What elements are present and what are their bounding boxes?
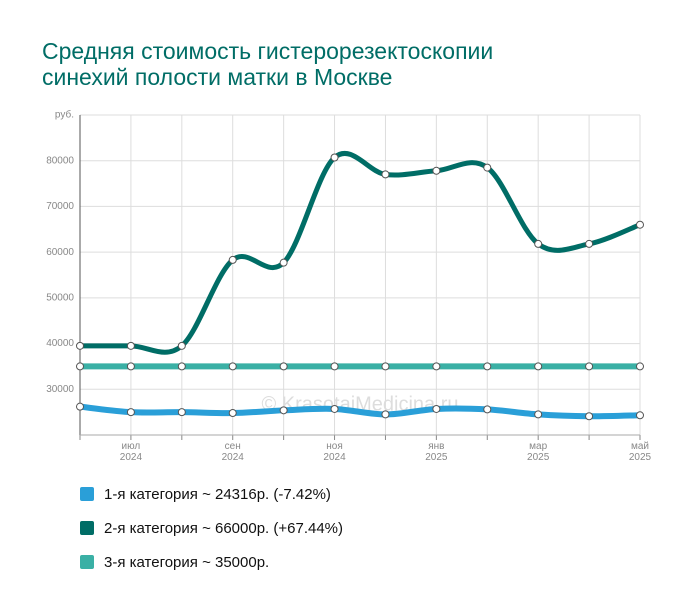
data-point [432, 362, 441, 371]
series-line [77, 403, 643, 420]
data-point [585, 239, 594, 248]
data-point [279, 362, 288, 371]
data-point [330, 404, 339, 413]
data-point [177, 362, 186, 371]
data-point [534, 362, 543, 371]
data-point [177, 341, 186, 350]
data-point [177, 408, 186, 417]
data-point [381, 410, 390, 419]
data-point [228, 409, 237, 418]
legend-label: 1-я категория ~ 24316р. (-7.42%) [104, 485, 331, 503]
data-point [483, 163, 492, 172]
x-tick-label: мар 2025 [527, 441, 550, 463]
data-point [432, 166, 441, 175]
data-point [381, 362, 390, 371]
y-tick-label: 70000 [46, 201, 74, 212]
data-point [534, 410, 543, 419]
data-point [76, 341, 84, 350]
data-point [126, 362, 135, 371]
series-line [77, 150, 643, 355]
legend-swatch [80, 487, 94, 501]
data-point [76, 362, 84, 371]
data-point [330, 153, 339, 162]
legend-label: 3-я категория ~ 35000р. [104, 553, 270, 571]
data-point [279, 258, 288, 267]
x-tick-label: июл 2024 [119, 441, 143, 463]
data-point [636, 362, 644, 371]
data-point [126, 341, 135, 350]
data-point [126, 408, 135, 417]
legend-swatch [80, 521, 94, 535]
chart-title: Средняя стоимость гистерорезектоскопии с… [42, 38, 494, 90]
data-point [279, 406, 288, 415]
data-point [76, 402, 84, 411]
data-point [381, 170, 390, 179]
x-tick-label: май 2025 [628, 441, 652, 463]
data-point [636, 220, 644, 229]
legend-item: 3-я категория ~ 35000р. [80, 553, 270, 571]
x-tick-label: янв 2025 [425, 441, 448, 463]
y-tick-label: 80000 [46, 155, 74, 166]
x-tick-label: ноя 2024 [323, 441, 346, 463]
data-point [228, 255, 237, 264]
y-tick-label: 60000 [46, 247, 74, 258]
data-point [585, 362, 594, 371]
data-point [534, 239, 543, 248]
data-point [483, 362, 492, 371]
x-tick-label: сен 2024 [221, 441, 244, 463]
data-point [585, 412, 594, 421]
legend-item: 2-я категория ~ 66000р. (+67.44%) [80, 519, 344, 537]
data-point [483, 405, 492, 414]
y-tick-label: 30000 [46, 384, 74, 395]
y-tick-label: 40000 [46, 338, 74, 349]
y-tick-label: руб. [55, 109, 74, 121]
legend-label: 2-я категория ~ 66000р. (+67.44%) [104, 519, 344, 537]
data-point [330, 362, 339, 371]
data-point [432, 404, 441, 413]
legend-item: 1-я категория ~ 24316р. (-7.42%) [80, 485, 331, 503]
y-tick-label: 50000 [46, 292, 74, 303]
data-point [228, 362, 237, 371]
legend-swatch [80, 555, 94, 569]
data-point [636, 411, 644, 420]
